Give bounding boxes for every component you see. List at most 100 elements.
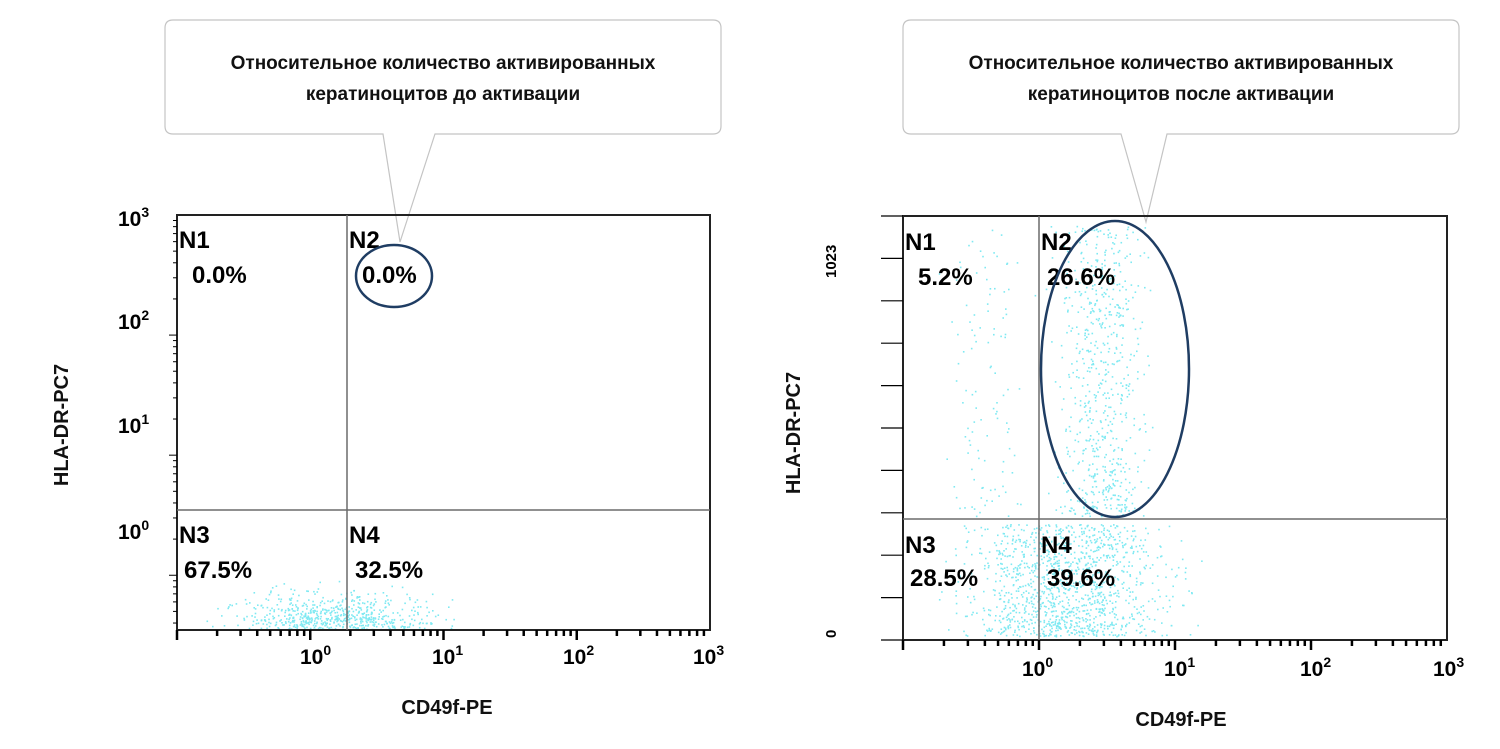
scatter-point — [1023, 555, 1025, 558]
scatter-point — [1110, 568, 1112, 571]
scatter-point — [1067, 602, 1069, 604]
scatter-point — [334, 627, 337, 630]
scatter-point — [1085, 542, 1088, 544]
scatter-point — [1005, 634, 1008, 637]
scatter-point — [1019, 586, 1021, 588]
scatter-point — [1128, 587, 1130, 590]
scatter-point — [1096, 228, 1098, 231]
scatter-point — [1052, 563, 1055, 565]
scatter-point — [1184, 578, 1187, 580]
scatter-point — [1082, 452, 1084, 455]
scatter-point — [981, 487, 983, 489]
scatter-point — [1078, 568, 1080, 571]
scatter-point — [1046, 537, 1048, 539]
scatter-point — [1093, 229, 1096, 232]
scatter-point — [362, 616, 364, 618]
scatter-point — [266, 623, 268, 626]
scatter-point — [1073, 626, 1076, 628]
scatter-point — [1044, 614, 1047, 617]
scatter-point — [1101, 623, 1103, 626]
scatter-point — [1052, 624, 1055, 626]
scatter-point — [1103, 436, 1105, 439]
scatter-point — [1145, 551, 1148, 553]
scatter-point — [1083, 556, 1086, 558]
scatter-point — [971, 506, 973, 508]
scatter-point — [1071, 534, 1073, 536]
scatter-point — [275, 621, 278, 624]
scatter-point — [1096, 347, 1099, 349]
scatter-point — [1107, 363, 1109, 366]
scatter-point — [1009, 624, 1011, 626]
scatter-point — [1092, 475, 1095, 478]
scatter-point — [1099, 608, 1102, 610]
scatter-point — [1030, 554, 1032, 556]
scatter-point — [1099, 310, 1101, 313]
scatter-point — [1077, 463, 1080, 465]
scatter-point — [1051, 614, 1054, 617]
scatter-point — [1050, 570, 1053, 572]
scatter-point — [1105, 580, 1108, 583]
scatter-point — [289, 627, 291, 630]
scatter-point — [1113, 593, 1115, 595]
scatter-point — [1132, 598, 1134, 601]
scatter-point — [313, 620, 316, 622]
scatter-point — [1003, 585, 1006, 588]
scatter-point — [304, 615, 307, 618]
scatter-point — [1084, 527, 1087, 530]
scatter-point — [1121, 617, 1124, 620]
scatter-point — [1088, 464, 1091, 466]
scatter-point — [312, 600, 314, 603]
scatter-point — [366, 606, 369, 608]
scatter-point — [1006, 422, 1008, 424]
scatter-point — [1078, 621, 1081, 623]
scatter-point — [344, 617, 347, 620]
scatter-point — [1134, 486, 1136, 489]
scatter-point — [1101, 268, 1104, 271]
scatter-point — [1174, 576, 1177, 578]
scatter-point — [334, 615, 337, 618]
scatter-point — [325, 624, 328, 626]
scatter-point — [1100, 539, 1103, 542]
scatter-point — [1090, 603, 1092, 606]
scatter-point — [1025, 544, 1027, 547]
scatter-point — [1107, 554, 1110, 557]
scatter-point — [1033, 547, 1035, 550]
scatter-point — [312, 607, 314, 609]
scatter-point — [1095, 266, 1097, 268]
scatter-point — [404, 621, 406, 624]
scatter-point — [1061, 613, 1064, 615]
scatter-point — [1097, 439, 1100, 442]
scatter-point — [1094, 344, 1096, 347]
scatter-point — [1052, 573, 1055, 575]
scatter-point — [1100, 277, 1103, 279]
scatter-point — [270, 590, 272, 592]
scatter-point — [1030, 586, 1033, 588]
scatter-point — [243, 617, 245, 620]
scatter-point — [1045, 612, 1048, 614]
scatter-point — [1021, 616, 1023, 619]
scatter-point — [299, 624, 302, 626]
scatter-point — [994, 619, 996, 622]
scatter-point — [1062, 581, 1064, 583]
scatter-point — [372, 624, 374, 626]
scatter-point — [1120, 458, 1122, 460]
scatter-point — [1141, 321, 1144, 324]
scatter-point — [302, 621, 305, 623]
scatter-point — [302, 619, 305, 622]
scatter-point — [1118, 359, 1121, 362]
scatter-point — [1084, 411, 1087, 413]
scatter-point — [1121, 286, 1124, 288]
scatter-point — [1089, 301, 1091, 304]
scatter-point — [1109, 444, 1112, 446]
scatter-point — [264, 620, 267, 622]
scatter-point — [1030, 578, 1032, 581]
scatter-point — [1106, 277, 1108, 280]
scatter-point — [1071, 620, 1073, 622]
scatter-point — [359, 617, 362, 619]
scatter-point — [1102, 593, 1105, 596]
scatter-point — [373, 609, 376, 611]
scatter-point — [1108, 474, 1111, 476]
scatter-point — [1036, 610, 1039, 612]
scatter-point — [1121, 541, 1124, 544]
scatter-point — [994, 287, 996, 290]
